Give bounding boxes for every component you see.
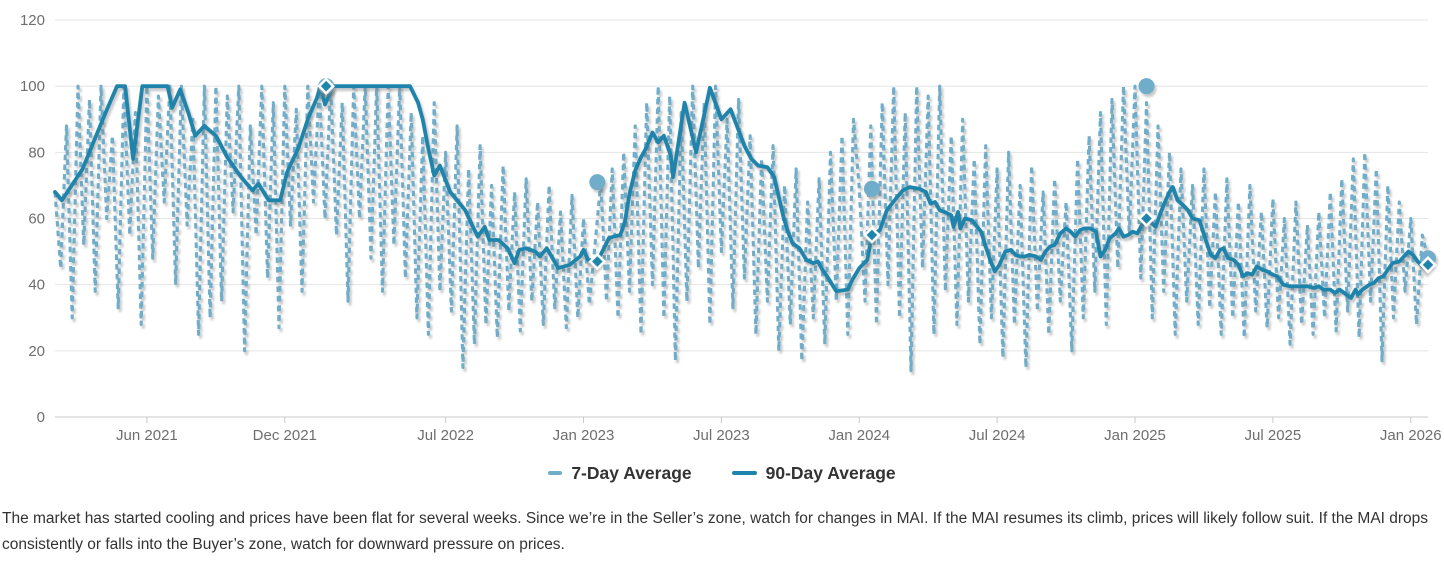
y-axis-tick-label: 0 [37, 409, 45, 426]
y-axis-tick-label: 20 [28, 343, 45, 360]
legend-item-90-day-average[interactable]: 90-Day Average [731, 462, 896, 484]
x-axis-tick-label: Jul 2024 [969, 427, 1026, 444]
x-axis-tick-label: Jul 2023 [693, 427, 750, 444]
market-commentary-text: The market has started cooling and price… [2, 510, 1429, 553]
chart-area: 0 20 40 60 80 100 120 Jun 2021 Dec 2021 Jul 2022 J… [20, 12, 1442, 444]
y-axis-tick-label: 80 [28, 144, 45, 161]
legend-label-7-day: 7-Day Average [571, 462, 692, 483]
y-axis-tick-label: 60 [28, 211, 45, 228]
legend-item-7-day-average[interactable]: 7-Day Average [548, 462, 692, 484]
series-layer [53, 84, 1430, 373]
x-axis-tick-label: Jul 2022 [417, 427, 474, 444]
ninety-day-line-swatch [731, 471, 757, 475]
y-axis-tick-label: 40 [28, 277, 45, 294]
chart-svg: 0 20 40 60 80 100 120 Jun 2021 Dec 2021 Jul 2022 J… [20, 12, 1442, 444]
ninety-day-marker-diamond [1137, 209, 1156, 228]
y-axis-tick-label: 100 [20, 78, 45, 95]
ninety-day-marker-diamond [588, 252, 607, 271]
ninety-day-average-line [53, 84, 1430, 300]
ninety-day-marker-diamond [1419, 255, 1437, 274]
x-axis-tick-label: Jul 2025 [1245, 427, 1302, 444]
legend-label-90-day: 90-Day Average [765, 462, 896, 483]
x-axis-tick-label: Jan 2025 [1104, 427, 1166, 444]
x-axis-tick-label: Jan 2023 [553, 427, 615, 444]
x-axis-tick-label: Jan 2026 [1380, 427, 1442, 444]
seven-day-marker-circle [1138, 78, 1155, 95]
x-axis-tick-label: Jun 2021 [116, 427, 178, 444]
seven-day-marker-circle [589, 174, 606, 191]
label-layer: 0 20 40 60 80 100 120 Jun 2021 Dec 2021 Jul 2022 J… [20, 12, 1442, 444]
seven-day-marker-circle [863, 180, 880, 197]
y-axis-tick-label: 120 [20, 12, 45, 29]
axis-layer [146, 417, 1412, 423]
chart-legend: 7-Day Average 90-Day Average [0, 454, 1444, 492]
ninety-day-marker-diamond [317, 77, 335, 96]
x-axis-tick-label: Jan 2024 [828, 427, 890, 444]
marker-layer [317, 77, 1437, 274]
seven-day-average-line [53, 84, 1430, 373]
seven-day-line-swatch [548, 471, 563, 475]
ninety-day-marker-diamond [863, 226, 881, 244]
x-axis-tick-label: Dec 2021 [253, 427, 317, 444]
